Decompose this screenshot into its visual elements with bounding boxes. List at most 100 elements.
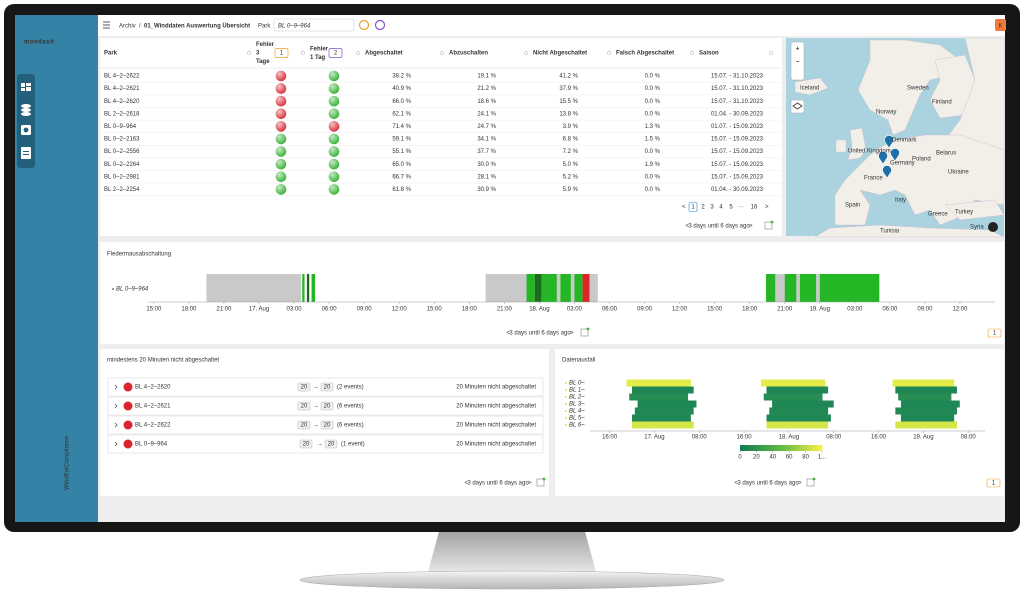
page-number[interactable]: ···	[738, 205, 744, 211]
colorbar-step	[799, 445, 802, 451]
zoom-in[interactable]: +	[796, 47, 800, 53]
page-number[interactable]: 4	[719, 205, 723, 211]
menu-icon[interactable]	[103, 21, 110, 29]
event-park: BL 0–9–964	[135, 442, 168, 448]
expand-chevron[interactable]	[114, 422, 118, 428]
filter-icon[interactable]	[769, 51, 773, 55]
page-number[interactable]: 16	[751, 205, 758, 211]
map-marker[interactable]	[878, 151, 888, 165]
event-from: 20	[301, 385, 308, 391]
filter-value[interactable]: BL 0–9–964	[278, 24, 311, 30]
history-icon[interactable]	[374, 19, 386, 31]
map-label: France	[864, 176, 883, 182]
x-tick-label: 18:00	[181, 307, 197, 313]
x-tick-label: 08:00	[826, 435, 842, 441]
colorbar-step	[774, 445, 778, 451]
range-next[interactable]: >	[798, 481, 802, 487]
calendar-icon[interactable]	[806, 478, 815, 487]
column-header: Fehler	[256, 42, 275, 48]
filter-icon[interactable]	[690, 51, 694, 55]
breadcrumb-root[interactable]: Archiv	[119, 24, 136, 30]
row-label: BL 3–	[569, 402, 585, 408]
park-link[interactable]: BL 4–2–2620	[104, 99, 140, 105]
colorbar-step	[772, 445, 776, 451]
zoom-out[interactable]: −	[796, 60, 800, 66]
event-icon	[123, 439, 133, 449]
header-badge	[274, 48, 289, 58]
park-link[interactable]: BL 0–2–2981	[104, 174, 140, 180]
heatmap-cell	[763, 393, 823, 401]
park-select[interactable]	[273, 18, 355, 32]
range-prev[interactable]: <	[506, 331, 510, 337]
event-arrow: →	[313, 423, 319, 429]
column-header: Park	[104, 51, 118, 57]
park-link[interactable]: BL 2–2–2254	[104, 187, 140, 193]
x-tick-label: 17. Aug	[644, 435, 664, 441]
calendar-icon[interactable]	[764, 221, 773, 230]
database-icon[interactable]	[21, 104, 31, 108]
park-link[interactable]: BL 0–9–964	[104, 124, 137, 130]
park-link[interactable]: BL 4–2–2622	[104, 74, 140, 80]
layers-button[interactable]	[790, 99, 805, 114]
map-info[interactable]	[988, 222, 998, 232]
event-to: 20	[324, 423, 331, 429]
colorbar-step	[805, 445, 808, 451]
report-icon[interactable]	[21, 147, 31, 159]
page-prev[interactable]: <	[682, 205, 686, 211]
colorbar-step	[785, 445, 788, 451]
dashboard-icon[interactable]	[21, 83, 25, 87]
cell-value: 15.07. - 31.10.2023	[711, 86, 764, 92]
range-prev[interactable]: <	[685, 224, 689, 230]
range-prev[interactable]: <	[464, 481, 468, 487]
filter-icon[interactable]	[356, 51, 360, 55]
park-link[interactable]: BL 0–2–2163	[104, 137, 140, 143]
cell-value: 15.07. - 15.09.2023	[711, 149, 764, 155]
park-link[interactable]: BL 0–2–2556	[104, 149, 140, 155]
colorbar-step	[783, 445, 786, 451]
range-text: 3 days until 6 days ago	[688, 224, 750, 230]
map-label: Italy	[895, 198, 906, 204]
series-label: BL 0–9–964	[116, 287, 149, 293]
filter-icon[interactable]	[247, 51, 251, 55]
expand-chevron[interactable]	[114, 403, 118, 409]
page-number[interactable]: 2	[701, 205, 705, 211]
map-marker[interactable]	[882, 165, 892, 179]
expand-chevron[interactable]	[114, 384, 118, 390]
page-number[interactable]: 3	[710, 205, 714, 211]
cell-value: 5.2 %	[563, 174, 579, 180]
expand-chevron[interactable]	[114, 441, 118, 447]
map-marker[interactable]	[890, 148, 900, 162]
range-next[interactable]: >	[528, 481, 532, 487]
range-next[interactable]: >	[570, 331, 574, 337]
park-link[interactable]: BL 0–2–2264	[104, 162, 140, 168]
timeline-segment	[574, 274, 583, 302]
chart-title: Datenausfall	[562, 358, 595, 364]
event-count: (1 event)	[341, 442, 365, 448]
range-prev[interactable]: <	[734, 481, 738, 487]
map-marker[interactable]	[884, 135, 894, 149]
row-label: BL 6–	[569, 423, 585, 429]
calendar-badge	[586, 327, 590, 331]
cell-value: 1.3 %	[645, 124, 661, 130]
calendar-icon[interactable]	[580, 328, 589, 337]
page-number[interactable]: 1	[691, 205, 695, 211]
filter-icon[interactable]	[440, 51, 444, 55]
range-next[interactable]: >	[749, 224, 753, 230]
page-number[interactable]: 5	[729, 205, 733, 211]
park-link[interactable]: BL 4–2–2621	[104, 86, 140, 92]
time-icon[interactable]	[358, 19, 370, 31]
filter-icon[interactable]	[301, 51, 305, 55]
filter-icon[interactable]	[524, 51, 528, 55]
page-next[interactable]: >	[765, 205, 769, 211]
filter-icon[interactable]	[607, 51, 611, 55]
park-link[interactable]: BL 2–2–2618	[104, 111, 140, 117]
colorbar-step	[770, 445, 774, 451]
cell-value: 71.4 %	[392, 124, 411, 130]
column-header: Abgeschaltet	[365, 51, 403, 57]
cell-value: 40.9 %	[392, 86, 411, 92]
calendar-icon[interactable]	[536, 478, 545, 487]
timeline-segment	[775, 274, 785, 302]
cell-value: 19.1 %	[477, 74, 496, 80]
user-avatar[interactable]	[995, 19, 1006, 31]
x-tick-label: 15:00	[427, 307, 443, 313]
